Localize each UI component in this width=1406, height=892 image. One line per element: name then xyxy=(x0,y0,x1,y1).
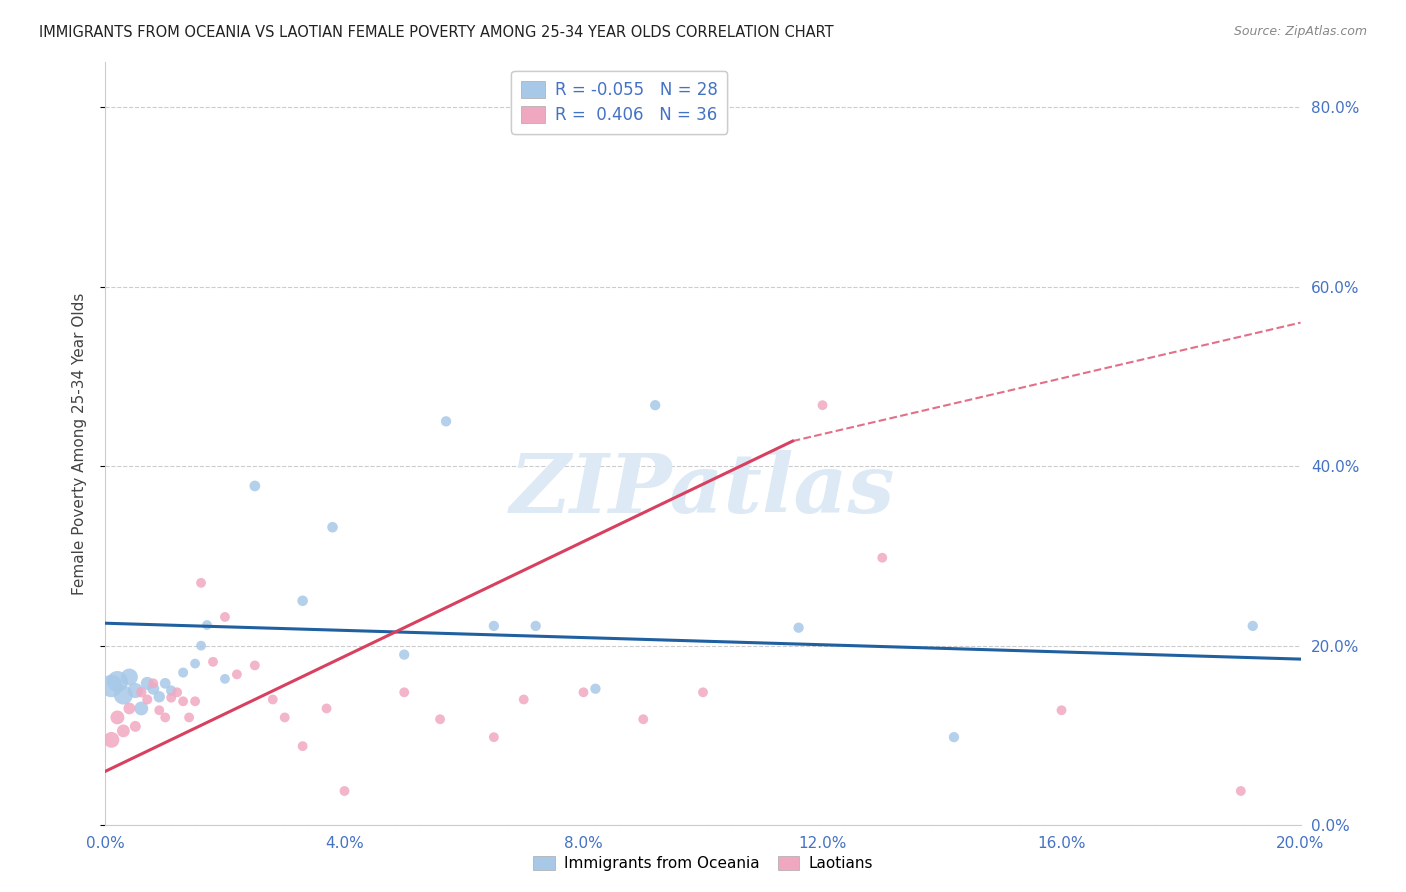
Point xyxy=(124,719,146,733)
Point xyxy=(482,619,505,633)
Point xyxy=(291,594,314,608)
Point xyxy=(273,710,295,724)
Point xyxy=(482,730,505,744)
Point xyxy=(107,674,129,689)
Point xyxy=(148,703,170,717)
Point xyxy=(195,618,218,632)
Point xyxy=(434,414,457,428)
Point xyxy=(190,639,212,653)
Point xyxy=(136,692,159,706)
Point xyxy=(166,685,188,699)
Point xyxy=(429,712,451,726)
Text: ZIPatlas: ZIPatlas xyxy=(510,450,896,530)
Point xyxy=(136,676,159,690)
Point xyxy=(129,701,153,715)
Point xyxy=(100,732,122,747)
Point xyxy=(214,610,236,624)
Point xyxy=(160,690,183,705)
Point xyxy=(394,648,416,662)
Point xyxy=(214,672,236,686)
Point xyxy=(243,479,266,493)
Legend: Immigrants from Oceania, Laotians: Immigrants from Oceania, Laotians xyxy=(527,849,879,877)
Point xyxy=(160,683,183,698)
Point xyxy=(184,657,207,671)
Point xyxy=(644,398,666,412)
Point xyxy=(148,690,170,704)
Text: IMMIGRANTS FROM OCEANIA VS LAOTIAN FEMALE POVERTY AMONG 25-34 YEAR OLDS CORRELAT: IMMIGRANTS FROM OCEANIA VS LAOTIAN FEMAL… xyxy=(39,25,834,40)
Point xyxy=(321,520,344,534)
Point xyxy=(155,710,177,724)
Point xyxy=(315,701,337,715)
Point xyxy=(202,655,225,669)
Point xyxy=(100,679,122,693)
Point xyxy=(1229,784,1253,798)
Point xyxy=(692,685,714,699)
Point xyxy=(225,667,249,681)
Point xyxy=(1050,703,1073,717)
Point xyxy=(585,681,607,696)
Point xyxy=(118,701,141,715)
Point xyxy=(112,688,135,702)
Point xyxy=(394,685,416,699)
Point xyxy=(184,694,207,708)
Point xyxy=(172,665,194,680)
Point xyxy=(142,681,165,696)
Point xyxy=(524,619,547,633)
Point xyxy=(155,676,177,690)
Point xyxy=(112,723,135,738)
Point xyxy=(142,676,165,690)
Point xyxy=(1241,619,1264,633)
Point xyxy=(291,739,314,753)
Legend: R = -0.055   N = 28, R =  0.406   N = 36: R = -0.055 N = 28, R = 0.406 N = 36 xyxy=(512,70,727,134)
Point xyxy=(107,710,129,724)
Text: Source: ZipAtlas.com: Source: ZipAtlas.com xyxy=(1233,25,1367,38)
Point xyxy=(172,694,194,708)
Point xyxy=(513,692,536,706)
Point xyxy=(118,670,141,684)
Point xyxy=(333,784,356,798)
Point xyxy=(177,710,201,724)
Point xyxy=(942,730,965,744)
Point xyxy=(633,712,655,726)
Point xyxy=(243,658,266,673)
Point xyxy=(811,398,834,412)
Point xyxy=(262,692,284,706)
Point xyxy=(872,550,894,565)
Point xyxy=(129,685,153,699)
Point xyxy=(572,685,595,699)
Point xyxy=(787,621,810,635)
Point xyxy=(190,575,212,590)
Point xyxy=(124,683,146,698)
Y-axis label: Female Poverty Among 25-34 Year Olds: Female Poverty Among 25-34 Year Olds xyxy=(72,293,87,595)
